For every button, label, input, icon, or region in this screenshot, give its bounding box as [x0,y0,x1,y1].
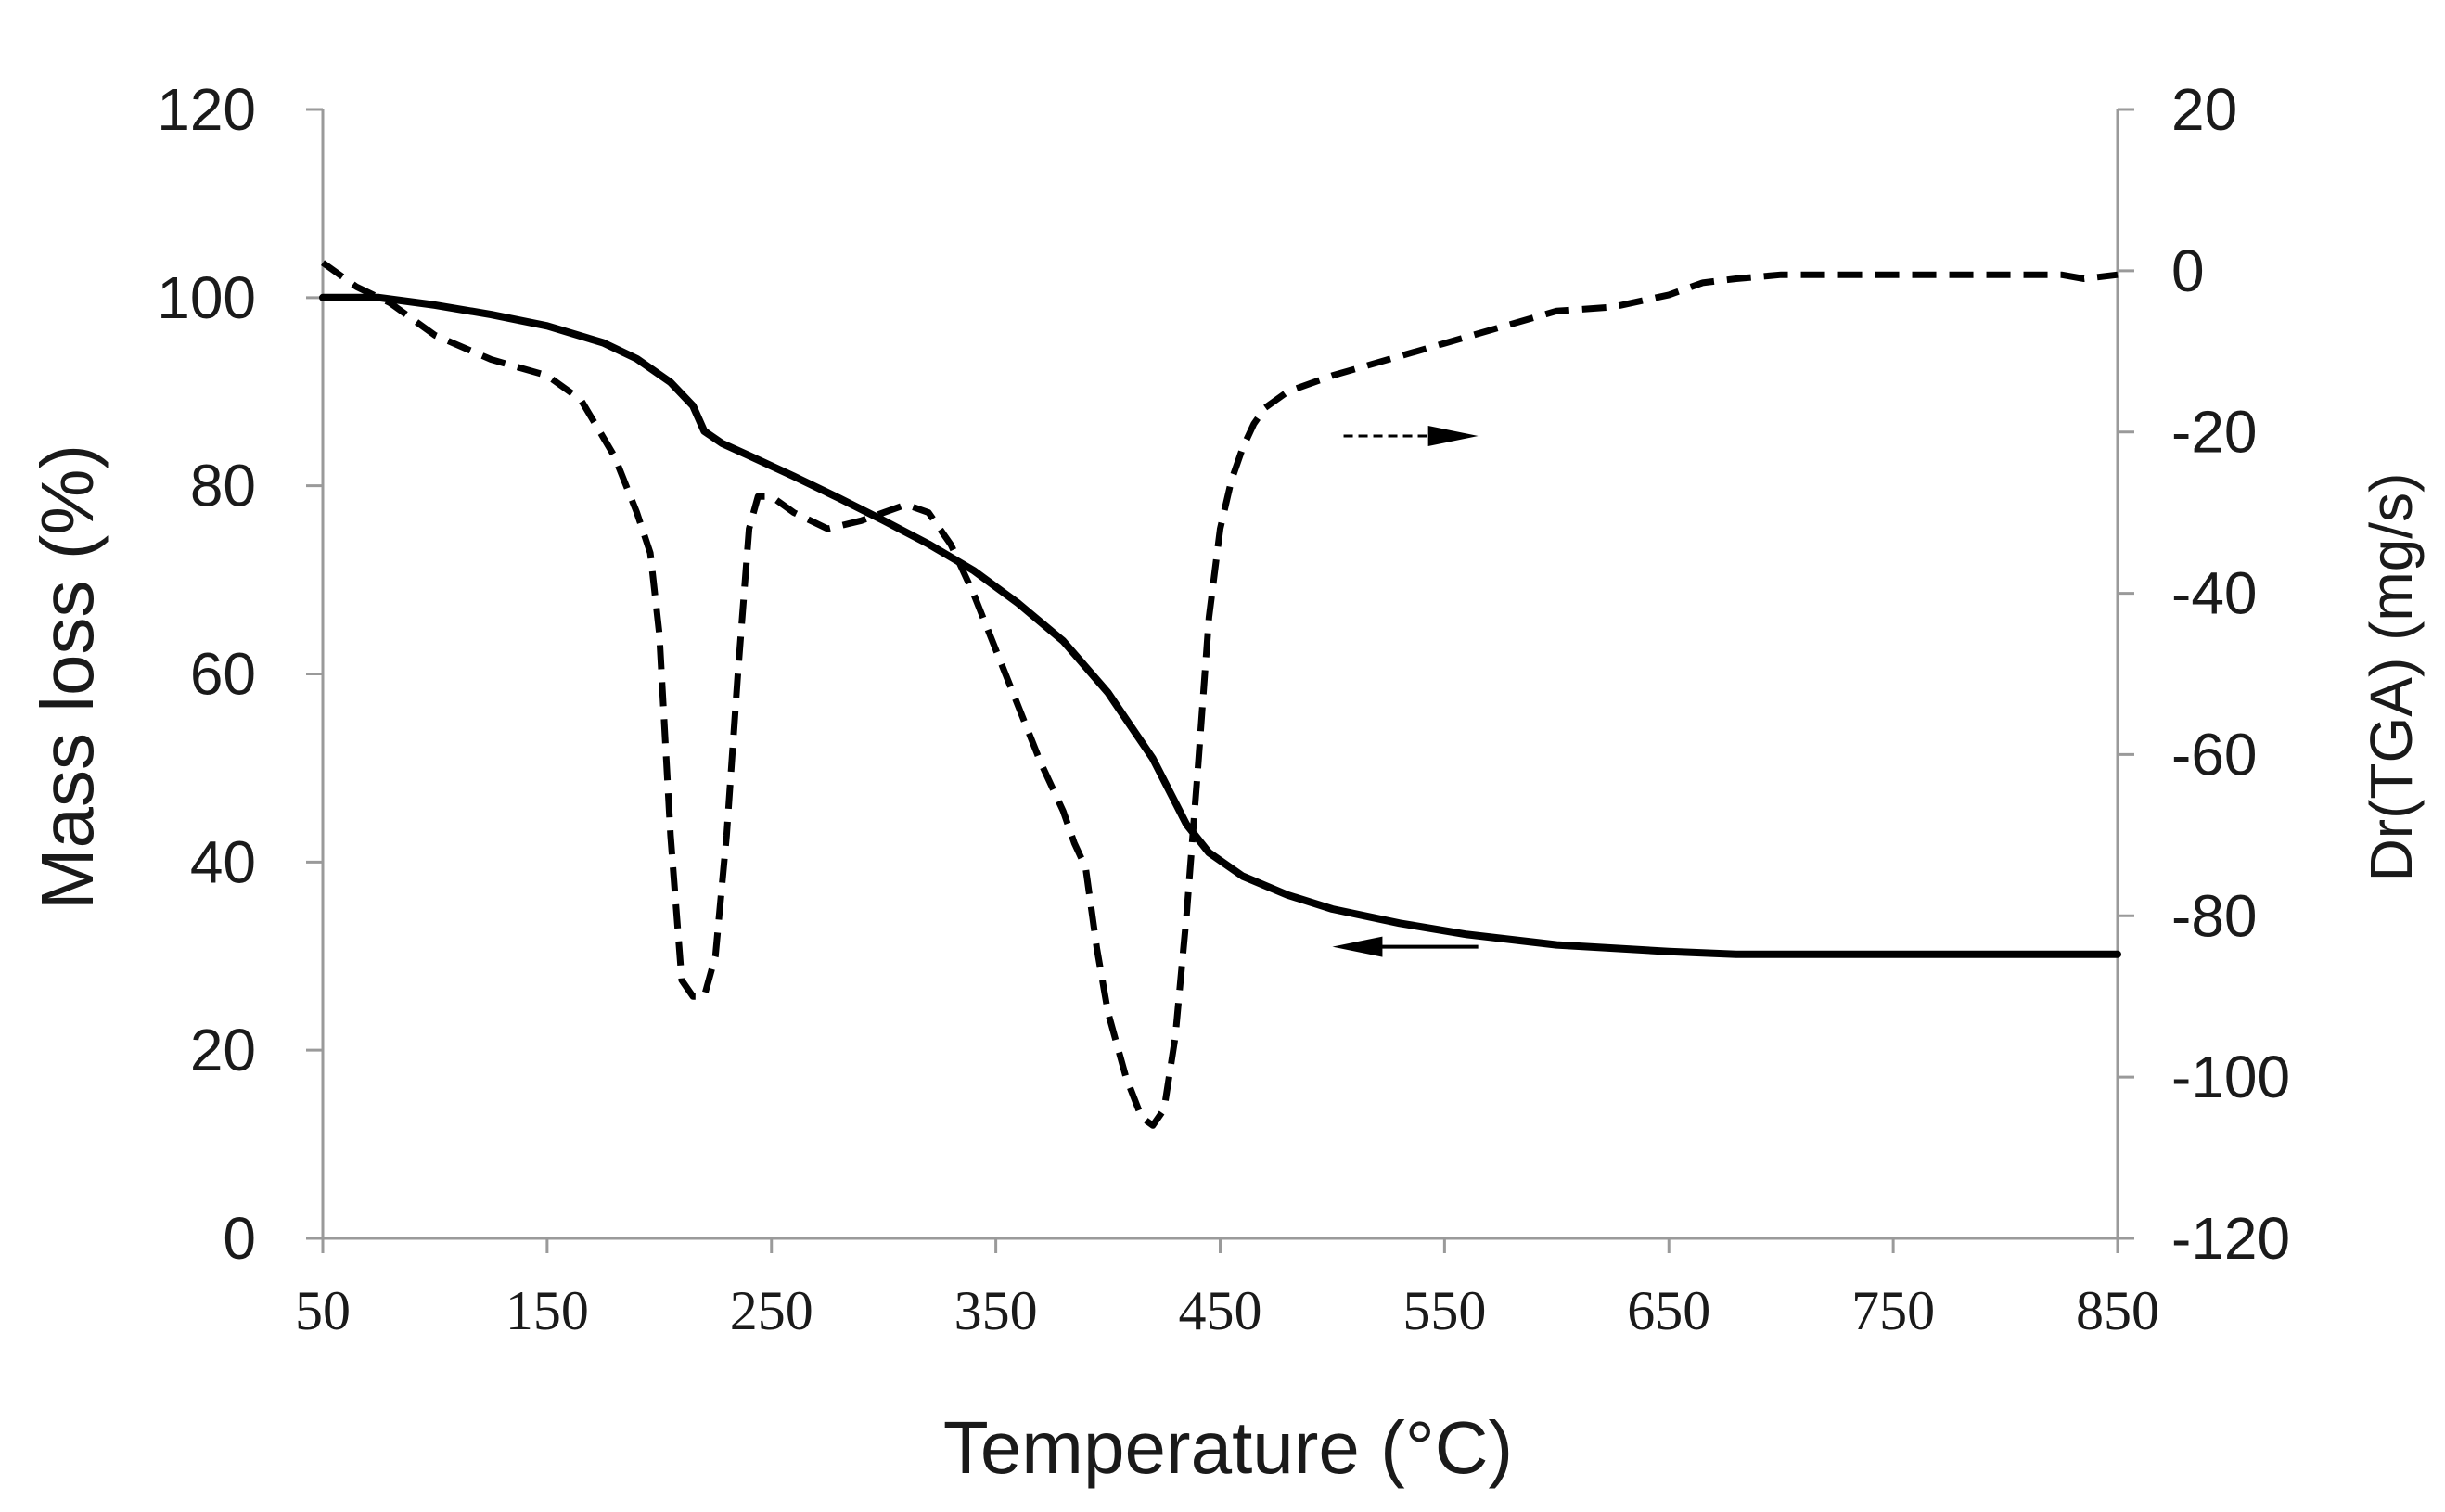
dr-tga-series-line [320,260,2119,1129]
x-tick-label: 450 [1179,1280,1262,1341]
y-left-tick-label: 0 [223,1205,256,1272]
y-right-tick-label: -120 [2171,1205,2290,1272]
x-tick-label: 550 [1402,1280,1486,1341]
mass-loss-series-line [319,293,2121,958]
y-left-tick-label: 20 [190,1017,256,1083]
y-right-tick-label: 0 [2171,237,2205,304]
ticks: 50 150 250 350 450 550 650 750 850 0 20 40 60 80 100 12… [157,76,2290,1341]
x-tick-label: 750 [1851,1280,1935,1341]
x-tick-label: 50 [295,1280,351,1341]
y-right-tick-label: 20 [2171,76,2237,143]
x-tick-label: 150 [506,1280,589,1341]
axes [321,109,2119,1240]
x-axis-title: Temperature (°C) [943,1406,1513,1489]
y-left-tick-label: 120 [157,76,256,143]
y-right-tick-label: -80 [2171,882,2258,949]
y-right-tick-label: -60 [2171,721,2258,788]
x-tick-label: 250 [730,1280,813,1341]
x-tick-label: 850 [2076,1280,2159,1341]
y-right-tick-label: -40 [2171,560,2258,627]
x-tick-label: 350 [954,1280,1038,1341]
dr-tga-axis-arrow-head [1427,426,1479,447]
series [319,260,2121,1129]
y-left-tick-label: 60 [190,641,256,708]
mass-loss-axis-arrow-head [1332,936,1383,957]
y-left-tick-label: 100 [157,264,256,331]
y-axis-left-title: Mass loss (%) [26,444,109,910]
y-left-tick-label: 40 [190,828,256,895]
y-right-tick-label: -20 [2171,399,2258,466]
y-left-tick-label: 80 [190,453,256,519]
x-tick-label: 650 [1627,1280,1710,1341]
y-right-tick-label: -100 [2171,1044,2290,1110]
annotations [1332,426,1479,957]
y-axis-right-title: Dr(TGA) (mg/s) [2358,473,2425,882]
